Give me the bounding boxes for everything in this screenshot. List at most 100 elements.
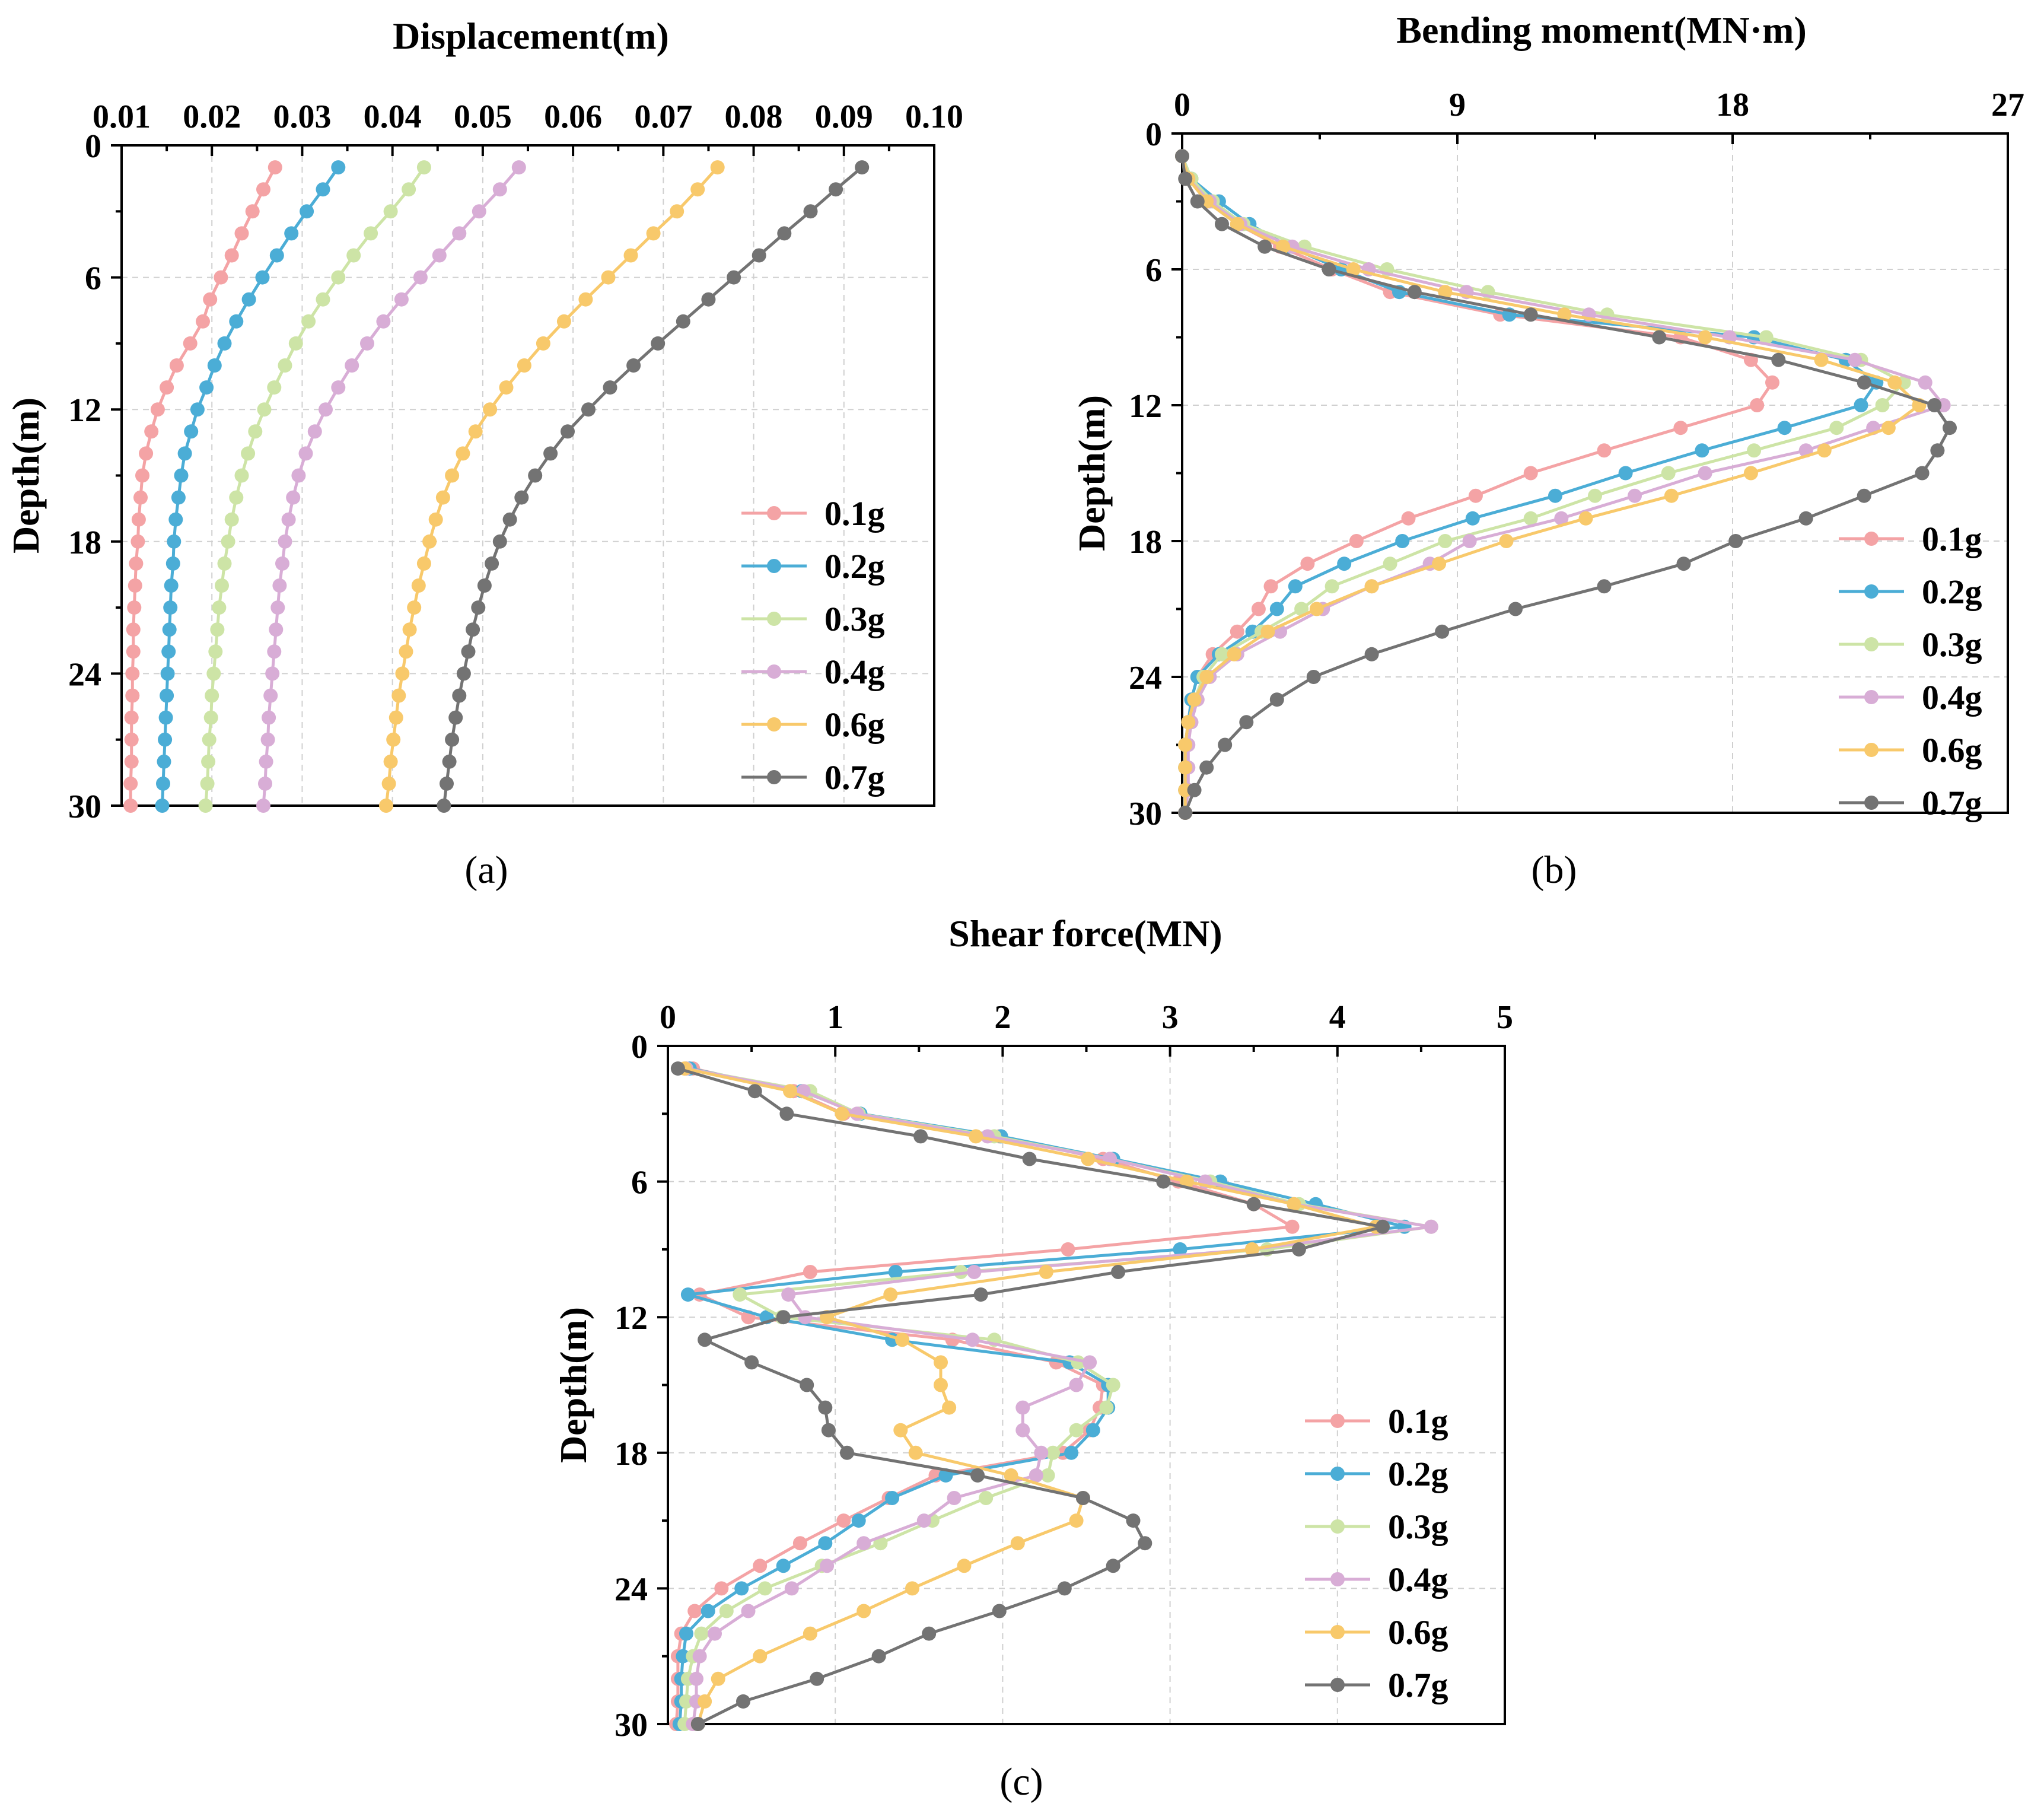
panel-a-x-tick-label: 0.09 [815, 98, 873, 135]
panel-b-data-point [1257, 239, 1272, 254]
panel-a-data-point [448, 710, 463, 725]
panel-c-data-point [885, 1491, 900, 1505]
panel-c-data-point [733, 1287, 747, 1302]
panel-b-data-point [1673, 421, 1688, 435]
panel-a-data-point [257, 402, 272, 417]
panel-c-legend-marker [1330, 1467, 1345, 1481]
panel-a-data-point [124, 754, 139, 769]
panel-a-data-point [517, 358, 531, 373]
panel-a-data-point [139, 446, 154, 461]
panel-c-data-point [687, 1604, 702, 1618]
panel-a-data-point [199, 380, 214, 395]
panel-c-data-point [965, 1332, 980, 1347]
panel-a-series-0.3g [198, 160, 431, 813]
panel-a-data-point [391, 688, 406, 703]
panel-b-data-point [1276, 239, 1291, 254]
panel-c-data-point [883, 1287, 898, 1302]
panel-b-y-tick-label: 12 [1129, 388, 1162, 425]
panel-c-legend-label: 0.7g [1388, 1666, 1448, 1704]
panel-b-x-tick-label: 27 [1991, 87, 2024, 123]
panel-a-data-point [284, 226, 299, 241]
panel-a-data-point [196, 314, 210, 329]
panel-c-data-point [701, 1604, 715, 1618]
panel-a-y-tick-label: 0 [85, 128, 101, 165]
panel-b-data-point [1829, 421, 1844, 435]
panel-a-data-point [402, 622, 417, 637]
panel-a-data-point [581, 402, 596, 417]
panel-c-data-point [970, 1468, 985, 1483]
panel-b-series-line [1180, 155, 1774, 813]
panel-a-data-point [492, 182, 507, 197]
panel-a-data-point [190, 402, 205, 417]
panel-b-data-point [1175, 149, 1189, 164]
panel-c-data-point [1046, 1445, 1061, 1460]
panel-a-data-point [212, 600, 227, 615]
panel-a-data-point [603, 380, 617, 395]
panel-c-data-point [942, 1400, 957, 1415]
panel-a-data-point [471, 600, 486, 615]
panel-a-data-point [676, 314, 690, 329]
panel-b-data-point [1178, 171, 1193, 186]
panel-b-data-point [1187, 783, 1202, 797]
panel-a-data-point [200, 776, 215, 791]
panel-a-data-point [445, 732, 460, 747]
panel-b-panel-label: (b) [1532, 848, 1577, 892]
panel-c-data-point [692, 1649, 707, 1664]
panel-c-data-point [1039, 1265, 1053, 1279]
panel-b-data-point [1508, 602, 1523, 616]
panel-b-data-point [1523, 511, 1538, 526]
panel-a-data-point [157, 754, 171, 769]
panel-b-data-point [1251, 602, 1266, 616]
panel-a-legend-marker [767, 612, 781, 626]
panel-a-data-point [169, 358, 184, 373]
panel-a-legend-label: 0.3g [824, 600, 885, 638]
panel-a-data-point [331, 160, 346, 175]
panel-c-data-point [1010, 1536, 1025, 1551]
panel-c-data-point [947, 1491, 961, 1505]
panel-c-data-point [1287, 1197, 1301, 1211]
panel-a-y-tick-label: 30 [68, 788, 101, 825]
panel-a-data-point [133, 490, 148, 505]
panel-a-data-point [381, 776, 396, 791]
panel-b-data-point [1468, 488, 1483, 503]
panel-c-legend-marker [1330, 1572, 1345, 1586]
panel-a-data-point [135, 468, 149, 483]
panel-c-data-point [798, 1310, 813, 1325]
panel-c-data-point [1106, 1378, 1120, 1392]
panel-c-data-point [835, 1106, 849, 1121]
panel-a-data-point [207, 358, 222, 373]
panel-a-data-point [301, 314, 316, 329]
panel-c-legend-label: 0.6g [1388, 1613, 1448, 1652]
panel-b-data-point [1462, 534, 1477, 548]
panel-a-data-point [411, 578, 426, 593]
panel-c-plot-frame [667, 1045, 1506, 1725]
panel-c-data-point [757, 1581, 772, 1596]
panel-c-data-point [734, 1581, 749, 1596]
panel-a-data-point [234, 468, 249, 483]
panel-b-data-point [1798, 511, 1813, 526]
panel-b-data-point [1325, 579, 1339, 594]
panel-b-data-point [1346, 262, 1361, 276]
panel-a-series-line [129, 166, 277, 806]
panel-c-y-tick-label: 0 [631, 1029, 648, 1066]
panel-b-data-point [1854, 398, 1868, 412]
panel-a-y-tick-label: 6 [85, 260, 101, 297]
panel-a-x-tick-label: 0.08 [725, 98, 783, 135]
panel-a-data-point [556, 314, 571, 329]
panel-a-data-point [262, 710, 276, 725]
panel-a-data-point [445, 468, 460, 483]
panel-a-displacement-chart: 0.01 0.02 0.03 0.04 0.05 0.06 0.07 0.08 0.09 0.10… [5, 15, 963, 892]
panel-a-data-point [265, 666, 280, 681]
panel-b-legend-marker [1864, 637, 1879, 651]
panel-a-data-point [452, 226, 467, 241]
panel-c-data-point [744, 1355, 759, 1370]
panel-b-data-point [1743, 466, 1758, 481]
panel-a-data-point [128, 578, 142, 593]
panel-b-legend-label: 0.4g [1922, 678, 1982, 717]
panel-a-data-point [300, 204, 314, 219]
panel-a-x-tick-label: 0.01 [93, 98, 151, 135]
panel-c-data-point [973, 1287, 988, 1302]
panel-b-x-tick-label: 0 [1174, 87, 1190, 123]
panel-c-x-tick-label: 5 [1497, 999, 1513, 1036]
panel-a-data-point [502, 512, 517, 527]
